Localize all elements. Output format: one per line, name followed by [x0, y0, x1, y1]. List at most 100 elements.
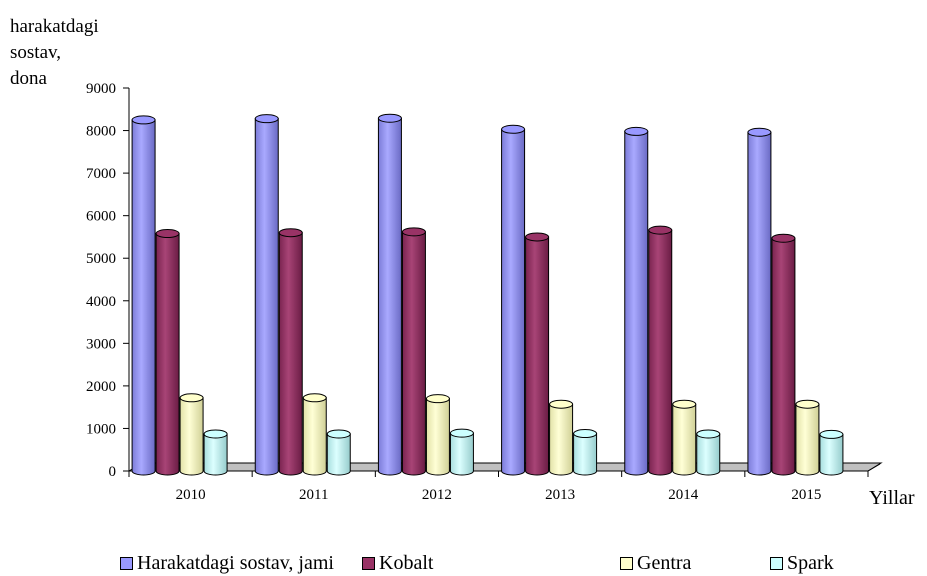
y-tick-label: 7000 — [86, 166, 116, 182]
bar-body — [203, 433, 228, 476]
bar-harakatdagi-sostav-jami-2012 — [377, 113, 402, 476]
y-axis-label-line-2: sostav, — [10, 42, 62, 63]
bar-harakatdagi-sostav-jami-2014 — [624, 126, 649, 476]
bar-gentra-2011 — [302, 393, 327, 476]
bar-top — [155, 229, 180, 239]
x-tick-label: 2013 — [545, 487, 575, 503]
bar-body — [624, 130, 649, 476]
y-tick-label: 6000 — [86, 209, 116, 225]
y-axis-label-line-3: dona — [10, 68, 47, 89]
bar-gentra-2014 — [672, 399, 697, 476]
bar-kobalt-2015 — [771, 233, 796, 476]
bar-body — [573, 433, 598, 476]
bar-top — [326, 429, 351, 439]
x-tick-label: 2014 — [668, 487, 699, 503]
bar-top — [525, 232, 550, 242]
bar-body — [155, 233, 180, 476]
bar-body — [449, 432, 474, 476]
bar-gentra-2010 — [179, 393, 204, 476]
bar-body — [326, 433, 351, 476]
bar-gentra-2013 — [549, 399, 574, 476]
bar-body — [549, 403, 574, 476]
bar-kobalt-2011 — [278, 228, 303, 476]
legend-label: Spark — [787, 552, 834, 574]
bar-harakatdagi-sostav-jami-2015 — [747, 127, 772, 476]
bar-top — [624, 126, 649, 136]
bar-kobalt-2014 — [648, 225, 673, 476]
legend-swatch — [770, 557, 783, 570]
bar-kobalt-2012 — [401, 227, 426, 476]
bar-top — [819, 429, 844, 439]
bar-top — [696, 429, 721, 439]
x-axis-label: Yillar — [869, 487, 915, 509]
y-tick-label: 8000 — [86, 124, 116, 140]
bar-top — [795, 399, 820, 409]
x-tick-label: 2012 — [422, 487, 452, 503]
bar-top — [278, 228, 303, 238]
bar-gentra-2015 — [795, 399, 820, 476]
bar-spark-2012 — [449, 428, 474, 476]
bar-body — [819, 433, 844, 476]
bar-body — [425, 398, 450, 476]
legend-label: Gentra — [637, 552, 692, 574]
legend-item: Harakatdagi sostav, jami — [120, 552, 334, 575]
bar-gentra-2012 — [425, 394, 450, 476]
y-tick-label: 4000 — [86, 294, 116, 310]
legend-item: Kobalt — [362, 552, 433, 575]
legend-swatch — [620, 557, 633, 570]
bar-kobalt-2010 — [155, 229, 180, 476]
bar-body — [254, 118, 279, 476]
bar-top — [672, 399, 697, 409]
bar-body — [131, 119, 156, 476]
bar-top — [179, 393, 204, 403]
bar-top — [573, 429, 598, 439]
x-tick-label: 2010 — [176, 487, 206, 503]
legend-swatch — [362, 557, 375, 570]
bar-body — [648, 229, 673, 476]
bar-body — [525, 236, 550, 476]
bar-top — [549, 399, 574, 409]
bar-harakatdagi-sostav-jami-2013 — [501, 124, 526, 476]
bar-body — [179, 397, 204, 476]
bar-top — [131, 115, 156, 125]
bar-top — [302, 393, 327, 403]
bar-harakatdagi-sostav-jami-2010 — [131, 115, 156, 476]
legend-item: Gentra — [620, 552, 691, 575]
bar-body — [401, 231, 426, 476]
y-tick-label: 3000 — [86, 336, 116, 352]
bar-kobalt-2013 — [525, 232, 550, 476]
bar-top — [401, 227, 426, 237]
bar-top — [747, 127, 772, 137]
y-tick-label: 1000 — [86, 421, 116, 437]
bar-body — [795, 403, 820, 476]
bar-top — [771, 233, 796, 243]
bar-top — [377, 113, 402, 123]
y-tick-label: 0 — [109, 464, 117, 480]
bar-body — [747, 131, 772, 476]
bar-spark-2013 — [573, 429, 598, 476]
bar-spark-2011 — [326, 429, 351, 476]
bar-body — [377, 117, 402, 476]
bar-top — [425, 394, 450, 404]
x-tick-label: 2011 — [299, 487, 328, 503]
bar-spark-2015 — [819, 429, 844, 476]
bar-body — [696, 433, 721, 476]
y-tick-label: 5000 — [86, 251, 116, 267]
bar-harakatdagi-sostav-jami-2011 — [254, 114, 279, 476]
legend: Harakatdagi sostav, jami Kobalt Gentra Spar… — [120, 552, 880, 574]
bar-body — [501, 128, 526, 476]
bar-top — [501, 124, 526, 134]
bar-body — [672, 403, 697, 476]
y-tick-label: 2000 — [86, 379, 116, 395]
y-tick-label: 9000 — [86, 81, 116, 97]
y-axis-label-line-1: harakatdagi — [10, 16, 99, 37]
bar-body — [771, 237, 796, 476]
legend-swatch — [120, 557, 133, 570]
x-axis-depth-line — [867, 463, 881, 472]
bar-top — [648, 225, 673, 235]
bar-spark-2014 — [696, 429, 721, 476]
legend-label: Kobalt — [379, 552, 434, 574]
legend-label: Harakatdagi sostav, jami — [137, 552, 334, 574]
